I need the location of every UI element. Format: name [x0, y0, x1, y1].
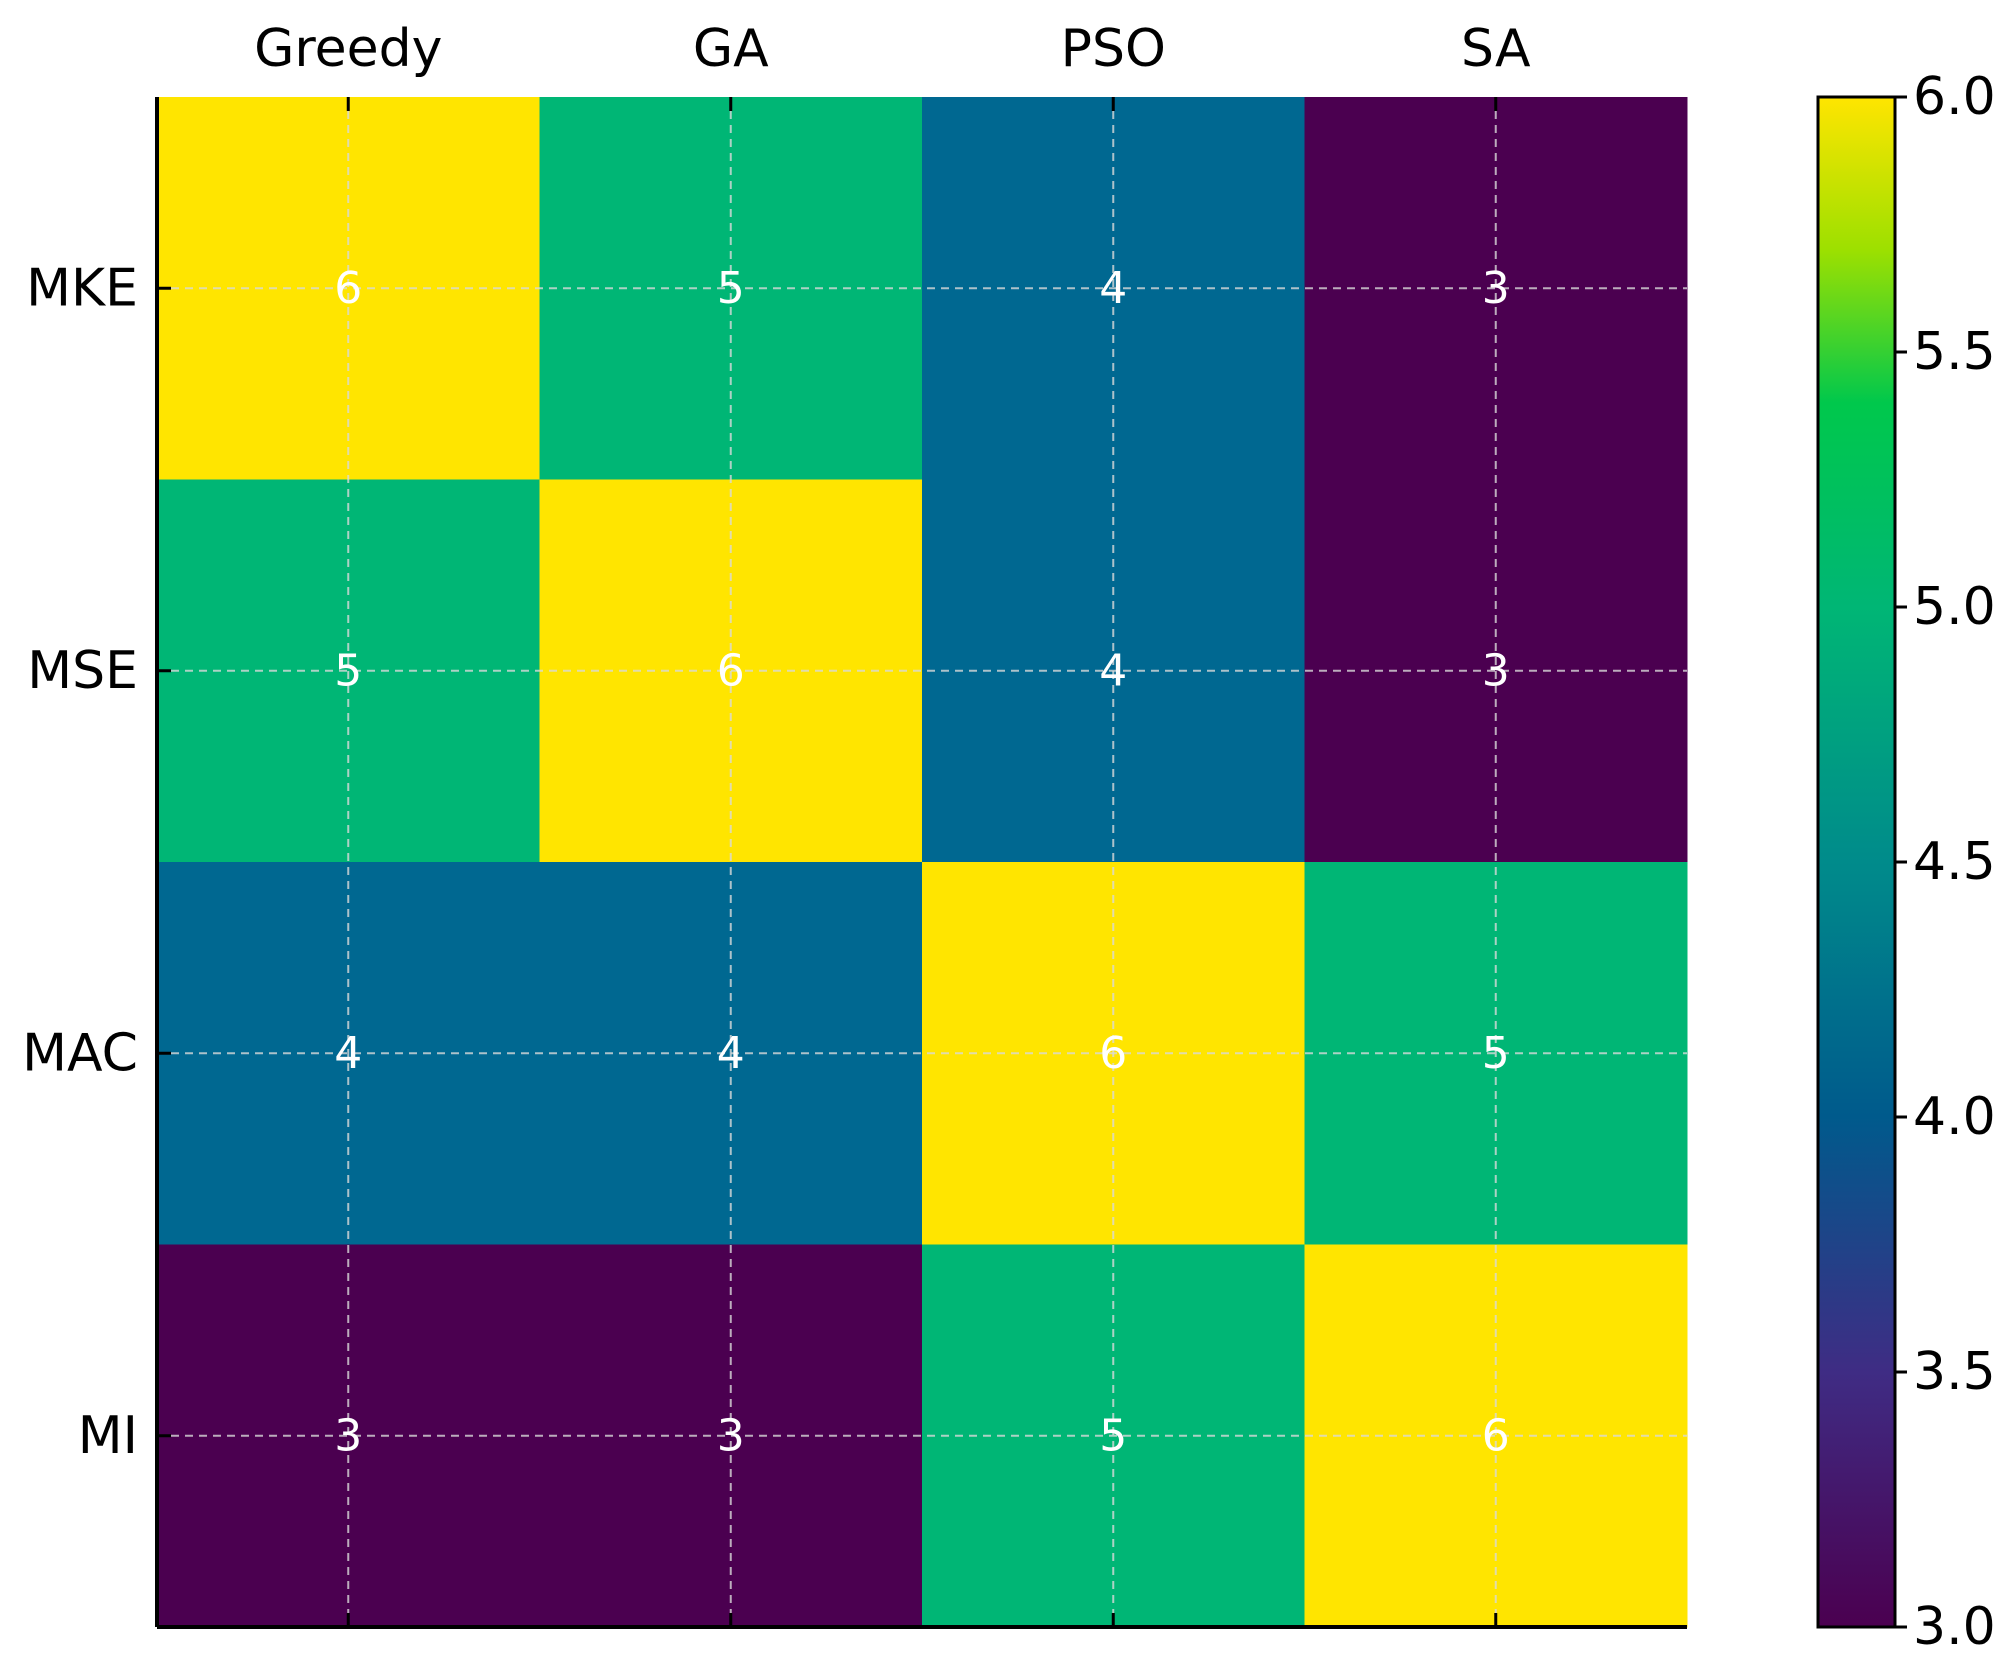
x-tick-label-greedy: Greedy: [254, 19, 442, 79]
cell-value-label: 4: [1099, 645, 1127, 696]
colorbar: 3.0 3.5 4.0 4.5 5.0 5.5 6.0: [1816, 67, 1996, 1657]
cell-value-label: 5: [1099, 1410, 1127, 1461]
cell-value-label: 4: [334, 1028, 362, 1079]
y-tick-labels: MKE MSE MAC MI: [22, 258, 171, 1466]
cell-value-label: 5: [334, 645, 362, 696]
axes: [155, 97, 1687, 1629]
gridlines: [157, 97, 1687, 1627]
cell-value-label: 5: [1482, 1028, 1510, 1079]
cell-value-label: 6: [334, 263, 362, 314]
y-tick-label-mac: MAC: [22, 1023, 138, 1083]
y-tick-label-mke: MKE: [26, 258, 138, 318]
colorbar-tick-label: 4.0: [1913, 1087, 1996, 1147]
colorbar-tick-label: 3.0: [1913, 1597, 1996, 1657]
y-tick-label-mi: MI: [78, 1406, 138, 1466]
cell-value-label: 3: [1482, 645, 1510, 696]
colorbar-tick-label: 6.0: [1913, 67, 1996, 127]
cell-value-label: 3: [717, 1410, 745, 1461]
x-tick-label-pso: PSO: [1061, 19, 1166, 79]
colorbar-tick-label: 5.5: [1913, 322, 1996, 382]
x-tick-label-ga: GA: [693, 19, 769, 79]
colorbar-fill: [1818, 97, 1895, 1627]
heatmap-cells: [157, 97, 1688, 1628]
cell-value-labels: 6 5 4 3 5 6 4 3 4 4 6 5 3 3 5 6: [334, 263, 1510, 1462]
cell-value-label: 3: [334, 1410, 362, 1461]
x-tick-label-sa: SA: [1461, 19, 1531, 79]
cell-value-label: 5: [717, 263, 745, 314]
colorbar-tick-label: 3.5: [1913, 1342, 1996, 1402]
cell-value-label: 6: [1099, 1028, 1127, 1079]
colorbar-tick-label: 4.5: [1913, 832, 1996, 892]
cell-value-label: 6: [1482, 1410, 1510, 1461]
x-tick-labels: Greedy GA PSO SA: [254, 19, 1531, 1627]
cell-value-label: 4: [717, 1028, 745, 1079]
cell-value-label: 4: [1099, 263, 1127, 314]
colorbar-tick-label: 5.0: [1913, 577, 1996, 637]
cell-value-label: 3: [1482, 263, 1510, 314]
cell-value-label: 6: [717, 645, 745, 696]
y-tick-label-mse: MSE: [27, 641, 138, 701]
